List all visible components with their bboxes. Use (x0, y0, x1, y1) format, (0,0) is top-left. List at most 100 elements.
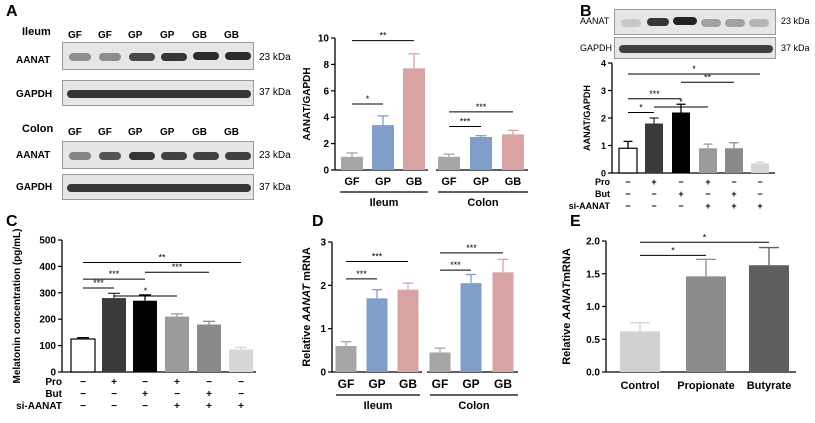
b-aanat-label: AANAT (580, 16, 610, 26)
treatment-sign: + (142, 389, 148, 400)
significance-mark: ** (379, 31, 387, 41)
treatment-sign: − (80, 401, 86, 412)
ileum-lane-0: GF (68, 30, 82, 41)
treatment-sign: − (142, 401, 148, 412)
y-tick-label: 0 (323, 166, 329, 177)
significance-mark: * (144, 286, 148, 296)
treatment-sign: + (238, 401, 244, 412)
significance-mark: *** (372, 252, 383, 262)
x-tick-label: GF (338, 377, 355, 391)
significance-mark: * (671, 245, 675, 255)
y-tick-label: 0.0 (586, 368, 600, 379)
treatment-sign: + (678, 189, 683, 199)
treatment-sign: − (111, 401, 117, 412)
treatment-sign: − (238, 377, 244, 388)
bar (229, 349, 253, 372)
y-tick-label: 3 (601, 86, 606, 96)
y-tick-label: 8 (323, 60, 329, 71)
x-tick-label: GF (441, 176, 457, 188)
bar (335, 346, 357, 372)
treatment-sign: − (238, 389, 244, 400)
bar (686, 276, 726, 372)
significance-mark: * (692, 64, 696, 74)
treatment-sign: − (80, 389, 86, 400)
treatment-sign: − (625, 189, 630, 199)
bar (749, 265, 789, 372)
group-label: Colon (458, 400, 489, 412)
bar (438, 156, 460, 170)
y-axis-label: Melatonin concentration (pg/mL) (12, 229, 23, 384)
x-tick-label: Butyrate (747, 380, 792, 392)
treatment-sign: − (625, 201, 630, 211)
ileum-lane-1: GF (98, 30, 112, 41)
treatment-sign: − (651, 189, 656, 199)
x-tick-label: GP (462, 377, 479, 391)
colon-lane-2: GP (128, 127, 143, 138)
bar (197, 324, 221, 372)
treatment-label: si-AANAT (16, 401, 62, 412)
treatment-label: But (595, 189, 610, 199)
x-tick-label: GP (368, 377, 385, 391)
bar (102, 298, 126, 372)
x-tick-label: Control (620, 380, 659, 392)
x-tick-label: GP (473, 176, 489, 188)
x-tick-label: GP (375, 176, 391, 188)
y-tick-label: 4 (601, 59, 606, 69)
y-tick-label: 2.0 (586, 237, 600, 248)
colon-lane-5: GB (224, 127, 239, 138)
significance-mark: *** (172, 262, 183, 272)
y-tick-label: 100 (39, 341, 56, 352)
panel-c-letter: C (6, 213, 18, 230)
y-tick-label: 500 (39, 236, 56, 247)
treatment-sign: − (705, 189, 710, 199)
ileum-lane-4: GB (192, 30, 207, 41)
treatment-sign: + (651, 177, 656, 187)
group-label: Colon (467, 197, 498, 209)
bar (725, 148, 743, 173)
x-tick-label: GF (432, 377, 449, 391)
significance-mark: *** (93, 278, 104, 288)
treatment-sign: − (174, 389, 180, 400)
x-tick-label: GB (406, 176, 423, 188)
ileum-aanat-blot (62, 42, 254, 70)
ileum-gapdh-label: GAPDH (16, 89, 53, 100)
significance-mark: * (639, 103, 643, 113)
treatment-label: Pro (45, 377, 62, 388)
treatment-sign: + (731, 189, 736, 199)
bar (492, 272, 514, 372)
bar (460, 283, 482, 372)
panel-a-letter: A (6, 3, 18, 20)
ileum-lane-3: GP (160, 30, 175, 41)
treatment-sign: + (757, 201, 762, 211)
bar (429, 352, 451, 372)
bar (672, 112, 690, 173)
b-aanat-blot (614, 9, 776, 35)
bar (366, 298, 388, 372)
bar (397, 289, 419, 372)
treatment-sign: − (678, 177, 683, 187)
treatment-sign: + (206, 401, 212, 412)
significance-mark: *** (356, 269, 367, 279)
treatment-sign: − (757, 189, 762, 199)
bar (165, 316, 189, 372)
treatment-sign: + (731, 201, 736, 211)
ileum-lane-5: GB (224, 30, 239, 41)
bar (133, 300, 157, 372)
bar (620, 331, 660, 372)
significance-mark: *** (450, 260, 461, 270)
treatment-sign: − (80, 377, 86, 388)
significance-mark: *** (649, 89, 660, 99)
y-axis-label: Relative AANAT mRNA (301, 247, 313, 367)
group-label: Ileum (370, 197, 399, 209)
panel-e-letter: E (570, 213, 581, 230)
colon-lane-0: GF (68, 127, 82, 138)
b-gapdh-label: GAPDH (580, 43, 613, 53)
bar (403, 68, 425, 170)
b-gapdh-kda: 37 kDa (781, 43, 810, 53)
significance-mark: * (703, 232, 707, 242)
y-tick-label: 10 (318, 34, 330, 45)
y-tick-label: 300 (39, 288, 56, 299)
y-tick-label: 1 (320, 324, 326, 335)
